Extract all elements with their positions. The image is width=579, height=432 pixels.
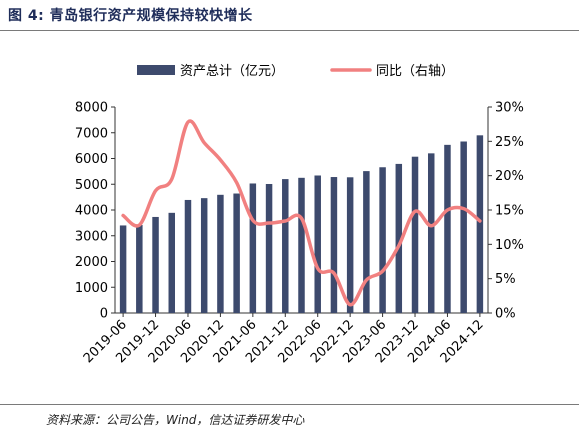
bar [282,179,289,313]
bar [265,183,273,313]
y-right-tick-label: 25% [495,135,524,150]
legend-bar-swatch [137,65,175,75]
y-left-tick-label: 8000 [75,101,108,116]
bar [200,198,208,313]
bar [411,156,419,313]
bar [152,216,159,313]
bar [217,194,224,313]
y-right-tick-label: 15% [495,204,524,219]
bar [444,144,451,313]
y-left-tick-label: 0 [100,307,108,322]
bottom-rule [0,404,579,405]
top-rule [0,30,579,31]
y-left-tick-label: 6000 [75,152,108,167]
y-right-tick-label: 30% [495,101,524,116]
bar [119,225,127,313]
y-right-tick-label: 5% [495,272,516,287]
y-left-tick-label: 1000 [75,281,108,296]
legend: 资产总计（亿元） 同比（右轴） [137,64,454,79]
y-left-tick-label: 7000 [75,126,108,141]
bar [233,193,240,313]
plot-area: 0 1000 2000 3000 4000 5000 6000 7000 8000 0% 5% 10%… [75,101,524,367]
y-left-tick-label: 4000 [75,204,108,219]
y-left-tick-label: 3000 [75,229,108,244]
bar [330,177,338,313]
y-right-tick-label: 10% [495,238,524,253]
bar [168,212,176,313]
series-line-yoy [121,119,482,307]
y-left-tick-label: 5000 [75,178,108,193]
bar [395,163,403,313]
bar [427,153,435,313]
bar [184,199,192,313]
bar [460,141,467,313]
legend-line-label: 同比（右轴） [376,64,454,79]
y-right-tick-label: 20% [495,169,524,184]
y-right-tick-label: 0% [495,307,516,322]
bar [249,183,257,313]
bar [346,177,354,313]
bar [136,224,143,313]
legend-bar-label: 资产总计（亿元） [180,64,284,79]
figure-title: 图 4: 青岛银行资产规模保持较快增长 [8,8,253,24]
bar [314,175,321,313]
source-note: 资料来源：公司公告，Wind，信达证券研发中心 [46,413,305,427]
bar [476,135,484,313]
bar [298,177,305,313]
y-left-tick-label: 2000 [75,255,108,270]
bar [379,167,386,313]
bar [363,171,370,313]
